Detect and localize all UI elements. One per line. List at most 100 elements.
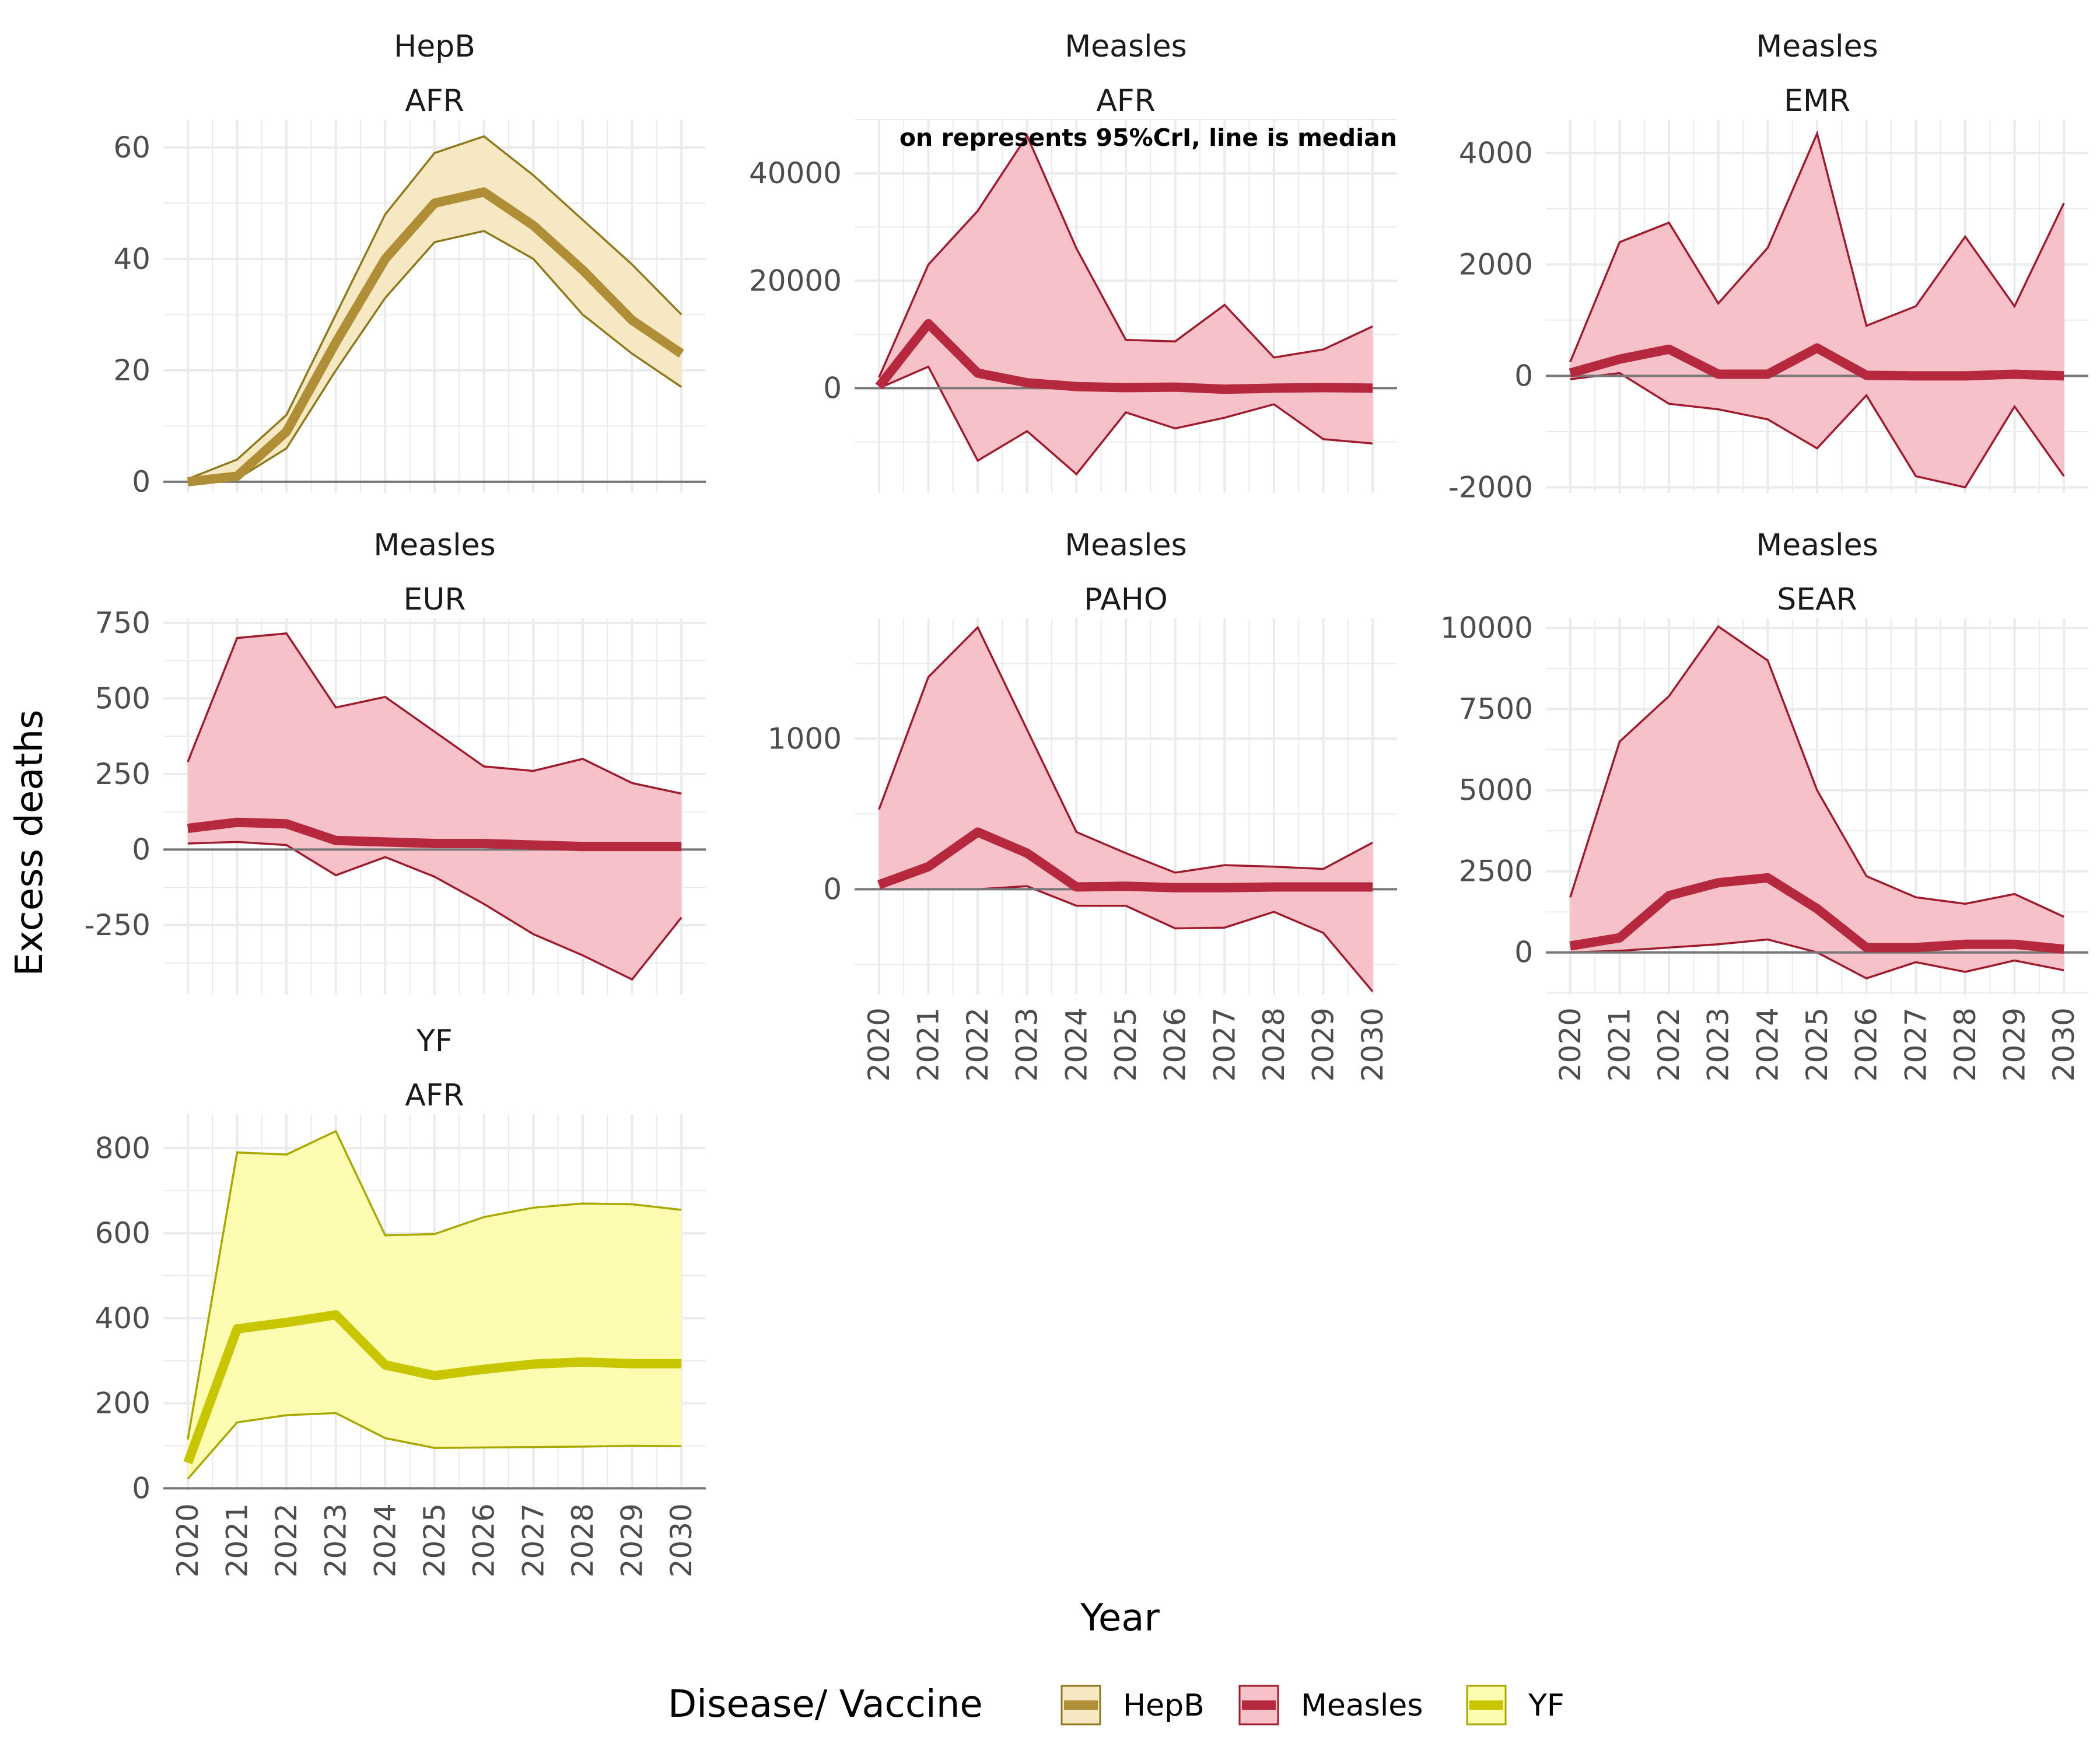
- y-tick-label: 2000: [1459, 247, 1533, 281]
- panel-measles-paho: Measles PAHO 0 1000: [768, 528, 1397, 995]
- x-tick-label: 2021: [1602, 1007, 1636, 1082]
- x-tick-label: 2021: [911, 1007, 945, 1082]
- panel-measles-eur: Measles EUR -250 0 250 500 750: [85, 528, 706, 995]
- panel-yf-afr: YF AFR 0 200 400 600 800: [95, 1024, 706, 1505]
- x-tick-label: 2030: [664, 1503, 698, 1577]
- upper-bound-line: [1569, 130, 2065, 363]
- x-tick-label: 2020: [1553, 1007, 1587, 1082]
- facet-panels: HepBAFR0204060MeaslesAFR02000040000Measl…: [85, 29, 2088, 1505]
- strip-region-label: AFR: [1096, 83, 1156, 118]
- legend-items: HepB Measles YF: [1060, 1685, 1564, 1726]
- strip-region-label: AFR: [405, 83, 464, 118]
- x-tick-label: 2028: [1257, 1007, 1291, 1082]
- x-tick-label: 2025: [1109, 1007, 1143, 1082]
- panel-measles-emr: Measles EMR -2000 0 2000 4000: [1448, 29, 2088, 504]
- x-tick-label: 2026: [1850, 1007, 1884, 1082]
- x-tick-label: 2027: [516, 1503, 550, 1577]
- x-tick-label: 2024: [1059, 1007, 1093, 1082]
- y-tick-label: 0: [1514, 359, 1533, 393]
- y-tick-label: 2500: [1459, 855, 1533, 888]
- y-tick-label: 0: [132, 465, 150, 499]
- strip-region-label: AFR: [405, 1078, 464, 1113]
- y-tick-label: 40000: [749, 156, 842, 190]
- strip-disease-label: Measles: [373, 528, 495, 563]
- median-line: [183, 1310, 682, 1465]
- x-tick-label: 2025: [1800, 1007, 1834, 1082]
- x-tick-label: 2024: [368, 1503, 402, 1577]
- y-tick-label: 10000: [1440, 611, 1533, 645]
- y-tick-label: 1000: [768, 722, 842, 755]
- x-axis-title: Year: [1080, 1597, 1160, 1640]
- legend-item-hepb: HepB: [1060, 1685, 1205, 1726]
- x-tick-label: 2022: [961, 1007, 995, 1082]
- upper-bound-line: [187, 135, 682, 480]
- y-tick-label: 0: [823, 371, 842, 405]
- y-tick-label: -250: [85, 908, 150, 942]
- x-tick-label: 2027: [1899, 1007, 1933, 1082]
- y-tick-label: 400: [95, 1301, 150, 1335]
- x-tick-label: 2030: [2047, 1007, 2081, 1082]
- median-line: [877, 827, 1373, 892]
- legend-label: YF: [1528, 1688, 1564, 1723]
- lower-bound-line: [187, 1412, 682, 1480]
- x-tick-labels: 2020 2021 2022 2023 2024 2025 2026 2027 2028 2029…: [171, 1007, 2081, 1577]
- y-tick-label: 800: [95, 1131, 150, 1165]
- y-tick-label: 20: [113, 354, 150, 387]
- strip-region-label: EUR: [403, 582, 466, 617]
- x-tick-label: 2023: [319, 1503, 353, 1577]
- x-tick-label: 2022: [270, 1503, 303, 1577]
- x-tick-label: 2028: [1948, 1007, 1982, 1082]
- x-tick-label: 2024: [1751, 1007, 1784, 1082]
- credible-interval-annotation: on represents 95%CrI, line is median: [900, 124, 1397, 152]
- y-tick-label: 0: [1514, 936, 1533, 970]
- strip-disease-label: Measles: [1756, 528, 1878, 563]
- y-tick-label: 20000: [749, 264, 842, 298]
- x-tick-label: 2029: [1307, 1007, 1340, 1082]
- x-tick-label: 2025: [418, 1503, 452, 1577]
- y-tick-label: 200: [95, 1387, 150, 1420]
- legend-item-yf: YF: [1466, 1685, 1564, 1726]
- legend-label: Measles: [1301, 1688, 1423, 1723]
- x-tick-label: 2030: [1356, 1007, 1390, 1082]
- strip-disease-label: Measles: [1065, 29, 1186, 64]
- upper-bound-line: [187, 632, 682, 795]
- x-tick-label: 2027: [1208, 1007, 1241, 1082]
- x-tick-label: 2020: [171, 1503, 205, 1577]
- y-tick-label: 600: [95, 1216, 150, 1250]
- strip-region-label: SEAR: [1777, 582, 1857, 617]
- x-tick-label: 2029: [615, 1503, 649, 1577]
- credible-interval-ribbon: [187, 1131, 682, 1479]
- legend-item-measles: Measles: [1238, 1685, 1423, 1726]
- x-tick-label: 2028: [566, 1503, 600, 1577]
- upper-bound-line: [1569, 625, 2064, 918]
- y-tick-label: 4000: [1459, 136, 1533, 170]
- strip-disease-label: HepB: [394, 29, 475, 64]
- y-tick-label: 7500: [1459, 692, 1533, 726]
- y-tick-label: 40: [113, 242, 150, 276]
- upper-bound-line: [878, 625, 1373, 874]
- legend-title: Disease/ Vaccine: [668, 1683, 983, 1726]
- x-tick-label: 2026: [467, 1503, 501, 1577]
- x-tick-label: 2023: [1010, 1007, 1044, 1082]
- strip-region-label: PAHO: [1084, 582, 1168, 617]
- y-tick-label: 0: [823, 872, 842, 906]
- panel-hepb-afr: HepB AFR 0 20 40 60: [113, 29, 706, 499]
- y-axis-title: Excess deaths: [8, 710, 51, 977]
- y-tick-label: 250: [95, 757, 150, 791]
- y-tick-label: 60: [113, 131, 150, 164]
- lower-bound-line: [187, 841, 682, 981]
- y-tick-label: 750: [95, 606, 150, 640]
- median-line: [187, 187, 684, 487]
- lower-bound-line: [878, 365, 1373, 476]
- credible-interval-ribbon: [187, 633, 682, 980]
- lower-bound-line: [1570, 372, 2065, 489]
- strip-disease-label: Measles: [1756, 29, 1878, 64]
- strip-disease-label: YF: [416, 1024, 453, 1059]
- x-tick-label: 2026: [1158, 1007, 1192, 1082]
- x-tick-label: 2020: [862, 1007, 896, 1082]
- strip-disease-label: Measles: [1065, 528, 1186, 563]
- y-tick-label: -2000: [1448, 470, 1533, 504]
- median-line: [875, 318, 1373, 394]
- credible-interval-ribbon: [878, 627, 1373, 992]
